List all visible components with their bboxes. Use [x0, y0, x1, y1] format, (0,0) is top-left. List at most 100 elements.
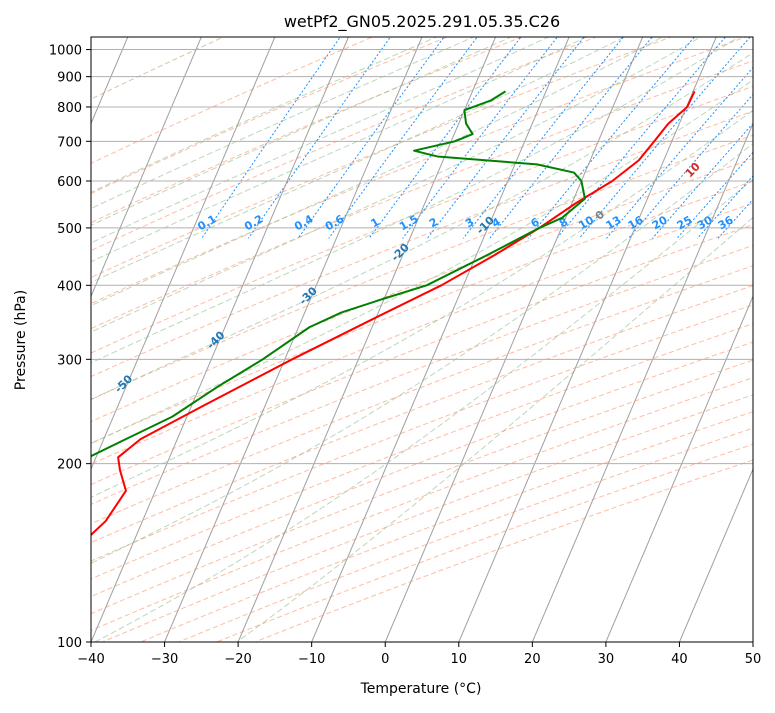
dry-adiabat	[91, 110, 753, 378]
mixing-ratio-line	[578, 37, 751, 239]
dry-adiabat	[91, 60, 753, 330]
dry-adiabat	[177, 427, 753, 642]
x-tick-label: 50	[745, 652, 762, 667]
isotherm-label: -20	[389, 241, 412, 264]
mixing-ratio-line	[556, 37, 727, 239]
dry-adiabat	[91, 37, 598, 252]
x-tick-label: −10	[298, 652, 325, 667]
mixing-ratio-line	[297, 37, 445, 239]
dry-adiabat	[91, 37, 673, 279]
mixing-ratio-label: 0.2	[242, 212, 265, 233]
isotherm-line	[384, 37, 644, 642]
mixing-ratio-line	[652, 122, 753, 239]
x-axis-label: Temperature (°C)	[360, 681, 482, 697]
mixing-ratio-label: 0.6	[323, 212, 347, 233]
mixing-ratio-line	[426, 37, 585, 239]
isotherm-line	[605, 295, 753, 642]
moist-adiabat	[91, 37, 702, 333]
isotherm-line	[91, 37, 276, 471]
isotherm-line	[237, 37, 497, 642]
plot-area: -100-90-80-70-60-50-40-30-20-100.10.20.4…	[19, 36, 775, 667]
dry-adiabat	[91, 284, 753, 544]
isotherm-label: -60	[19, 419, 42, 442]
mixing-ratio-line	[489, 37, 653, 239]
y-tick-label: 100	[57, 636, 82, 651]
mixing-ratio-label: 30	[695, 213, 715, 232]
moist-adiabat	[91, 37, 550, 244]
dry-adiabat	[91, 323, 753, 580]
mixing-ratio-line	[606, 66, 753, 239]
dry-adiabat	[91, 304, 753, 562]
y-axis-label: Pressure (hPa)	[13, 290, 29, 390]
dry-adiabat	[91, 359, 753, 615]
dry-adiabat	[91, 265, 753, 525]
x-tick-label: 30	[598, 652, 615, 667]
x-tick-label: 10	[451, 652, 468, 667]
mixing-ratio-label: 16	[626, 213, 646, 232]
x-tick-label: −20	[224, 652, 251, 667]
dry-adiabat	[91, 37, 449, 195]
dry-adiabat	[91, 341, 753, 598]
mixing-ratio-line	[368, 37, 522, 239]
y-tick-label: 800	[57, 101, 82, 116]
moist-adiabat	[91, 37, 626, 284]
moist-adiabat	[91, 37, 740, 364]
mixing-ratio-line	[527, 37, 695, 239]
x-tick-label: −40	[77, 652, 104, 667]
y-tick-label: 600	[57, 175, 82, 190]
mixing-ratio-line	[697, 175, 753, 239]
dry-adiabat	[91, 37, 747, 305]
chart-title: wetPf2_GN05.2025.291.05.35.C26	[284, 12, 560, 32]
x-tick-label: 20	[524, 652, 541, 667]
background-lines: -100-90-80-70-60-50-40-30-20-100.10.20.4…	[19, 37, 775, 642]
x-tick-label: 40	[671, 652, 688, 667]
dry-adiabat	[91, 37, 374, 164]
moist-adiabat	[94, 178, 753, 642]
mixing-ratio-label: 36	[716, 213, 736, 232]
dry-adiabat	[91, 37, 524, 224]
mixing-ratio-line	[462, 37, 624, 239]
isotherm-label: -50	[112, 372, 135, 395]
y-tick-label: 700	[57, 135, 82, 150]
isotherm-line	[311, 37, 570, 642]
y-tick-label: 1000	[49, 44, 82, 59]
mixing-ratio-label: 0.4	[292, 212, 316, 233]
temperature-line	[91, 90, 696, 537]
isotherm-line	[678, 467, 753, 642]
isotherm-line	[752, 640, 753, 642]
moist-adiabat	[236, 216, 753, 642]
y-tick-label: 200	[57, 458, 82, 473]
y-tick-label: 300	[57, 353, 82, 368]
dry-adiabat	[215, 443, 753, 642]
moist-adiabat-label: 20	[770, 129, 775, 149]
plot-frame	[90, 36, 754, 643]
series-layer	[91, 90, 696, 537]
dry-adiabat	[139, 411, 753, 642]
y-tick-label: 400	[57, 279, 82, 294]
x-tick-label: 0	[381, 652, 389, 667]
mixing-ratio-label: 20	[650, 213, 670, 232]
mixing-ratio-label: 13	[604, 213, 624, 232]
dry-adiabat	[91, 377, 753, 632]
dewpoint-line	[91, 90, 586, 458]
dry-adiabat	[101, 394, 753, 642]
isotherm-line	[458, 37, 717, 642]
mixing-ratio-line	[247, 37, 392, 239]
mixing-ratio-label: 25	[675, 213, 695, 232]
y-tick-label: 900	[57, 71, 82, 86]
mixing-ratio-line	[402, 37, 559, 239]
dry-adiabat	[91, 202, 753, 465]
mixing-ratio-label: 1.5	[397, 212, 420, 233]
mixing-ratio-line	[328, 37, 478, 239]
isotherm-label: -30	[297, 284, 320, 307]
y-tick-label: 500	[57, 222, 82, 237]
dry-adiabat	[91, 85, 753, 354]
dry-adiabat	[253, 459, 753, 642]
x-tick-label: −30	[151, 652, 178, 667]
dry-adiabat	[91, 134, 753, 400]
moist-adiabat	[91, 37, 588, 263]
dry-adiabat	[91, 157, 753, 423]
mixing-ratio-line	[628, 93, 753, 239]
